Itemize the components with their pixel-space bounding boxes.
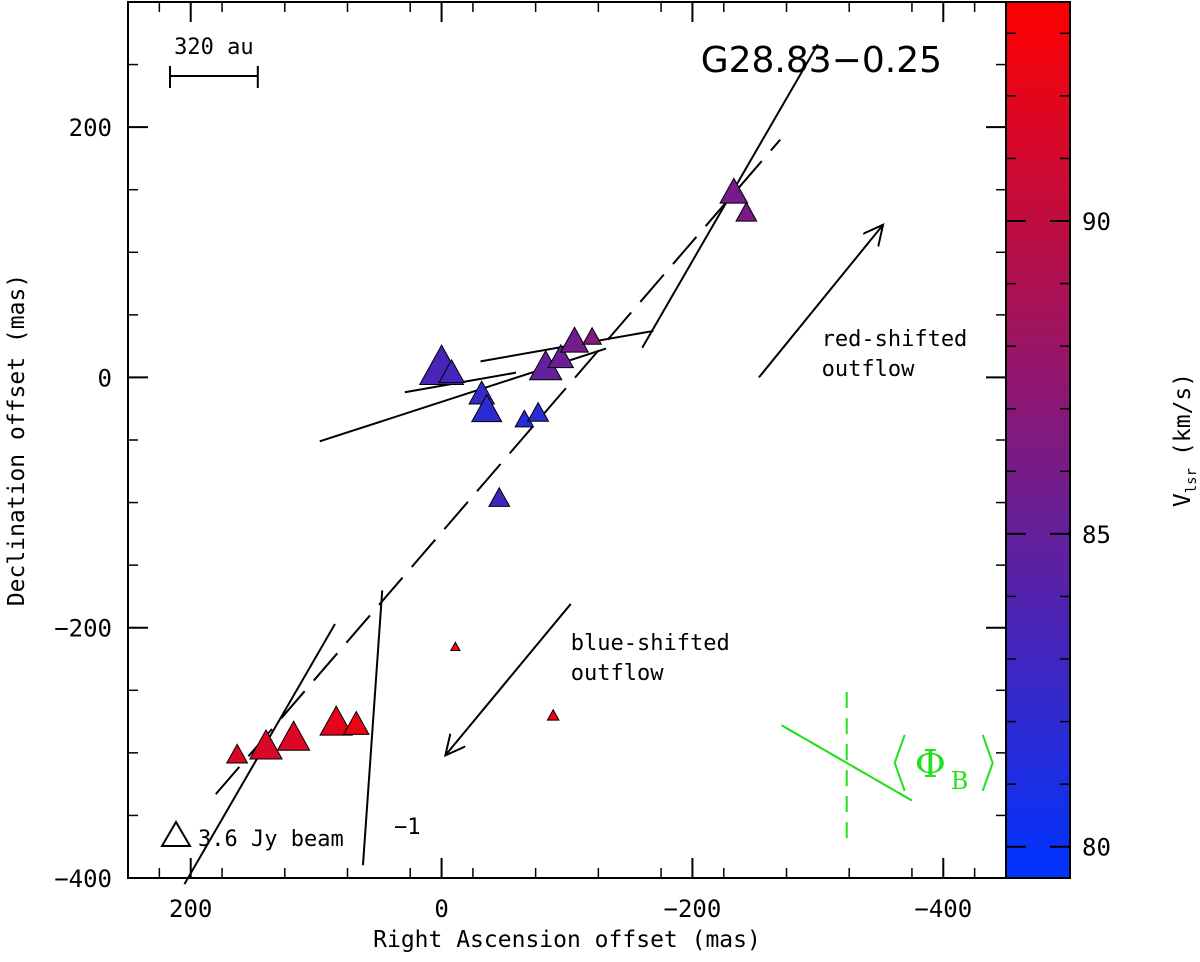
size-legend-triangle <box>160 820 192 847</box>
polarization-vector <box>361 590 384 866</box>
size-legend-sup: −1 <box>394 815 421 840</box>
colorbar-label-sub: lsr <box>1184 468 1200 493</box>
field-phi-symbol: Φ <box>915 742 946 786</box>
x-tick-label: −400 <box>914 895 972 923</box>
maser-triangle <box>276 720 311 751</box>
outflow-arrows: red-shifted outflow blue-shifted outflow <box>445 225 967 756</box>
maser-triangle <box>449 641 461 652</box>
y-axis-label: Declination offset (mas) <box>4 274 30 606</box>
scale-bar-label: 320 au <box>174 35 253 60</box>
field-bracket-right <box>981 734 994 792</box>
x-tick-labels: 200 0 −200 −400 <box>169 895 972 923</box>
maser-points <box>225 177 758 764</box>
maser-triangle <box>225 743 249 764</box>
outflow-axis-dashed-line <box>215 139 781 795</box>
colorbar-tick-label: 80 <box>1082 834 1111 862</box>
colorbar-gradient <box>1005 1 1071 879</box>
maser-triangle <box>526 401 550 422</box>
maser-triangle <box>249 728 283 760</box>
colorbar-ticks: 80 85 90 <box>1006 32 1111 862</box>
maser-triangle <box>342 710 370 735</box>
size-legend-label: 3.6 Jy beam <box>198 827 344 852</box>
maser-triangle <box>470 393 503 423</box>
maser-triangle <box>719 177 749 204</box>
y-tick-label: 0 <box>98 364 112 392</box>
y-tick-labels: 200 0 −200 −400 <box>54 114 112 893</box>
field-bracket-left <box>893 734 906 792</box>
colorbar: 80 85 90 Vlsr (km/s) <box>1005 1 1200 879</box>
colorbar-label-unit: (km/s) <box>1170 373 1196 456</box>
maser-triangle <box>559 326 590 353</box>
maser-triangle <box>735 201 758 222</box>
colorbar-tick-label: 85 <box>1082 521 1111 549</box>
outflow-arrow <box>758 225 883 379</box>
scale-bar: 320 au <box>169 35 259 88</box>
y-tick-label: 200 <box>69 114 112 142</box>
x-tick-label: −200 <box>664 895 722 923</box>
colorbar-label-main: V <box>1170 493 1196 507</box>
x-axis-label: Right Ascension offset (mas) <box>373 927 761 953</box>
maser-triangle <box>582 326 603 345</box>
maser-triangle <box>546 708 560 721</box>
y-tick-label: −400 <box>54 865 112 893</box>
outflow-axis-layer <box>215 139 781 795</box>
outflow-label: red-shifted <box>822 327 968 352</box>
size-legend: 3.6 Jy beam −1 <box>160 815 421 852</box>
outflow-label: outflow <box>822 357 915 382</box>
maser-triangle <box>547 343 575 369</box>
maser-triangle <box>319 705 354 736</box>
maser-triangle <box>438 358 466 384</box>
outflow-arrow <box>445 603 572 755</box>
mean-field-line <box>781 724 913 802</box>
maser-triangle <box>488 486 511 507</box>
chart-title: G28.83−0.25 <box>701 40 942 81</box>
field-phi-subscript: B <box>951 767 969 795</box>
x-tick-label: 0 <box>434 895 448 923</box>
outflow-label: blue-shifted <box>571 631 730 656</box>
colorbar-tick-label: 90 <box>1082 208 1111 236</box>
outflow-label: outflow <box>571 661 664 686</box>
y-tick-label: −200 <box>54 615 112 643</box>
x-tick-label: 200 <box>169 895 212 923</box>
colorbar-label: Vlsr (km/s) <box>1170 373 1200 507</box>
axis-ticks <box>128 2 1006 879</box>
